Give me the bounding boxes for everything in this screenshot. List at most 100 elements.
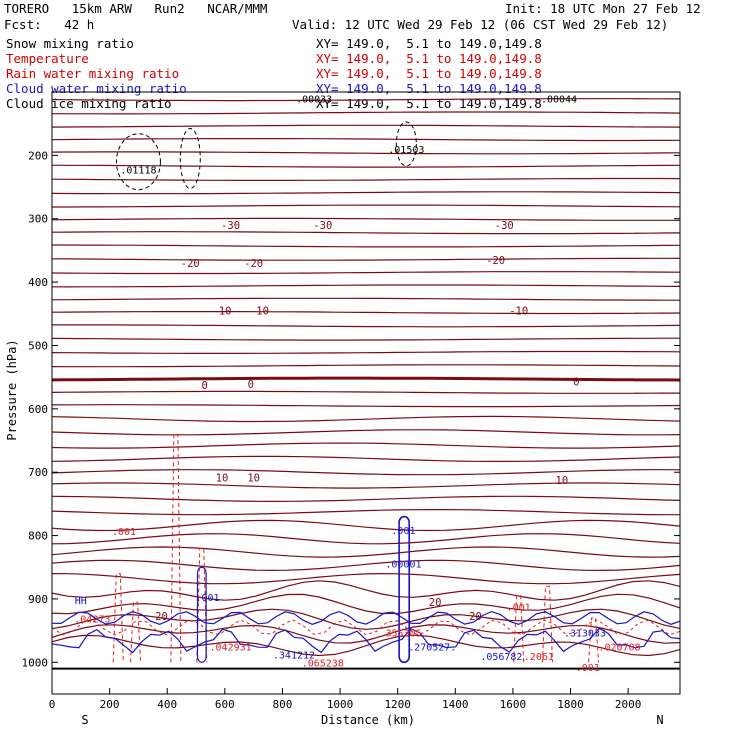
temperature-contour [51, 177, 681, 181]
maximum-label: .001 [507, 603, 531, 614]
temperature-label: -20 [486, 255, 505, 267]
legend-temperature: Temperature [6, 51, 89, 66]
temperature-contour [51, 495, 681, 503]
y-tick-label: 900 [28, 593, 48, 606]
maximum-label: .042931 [210, 642, 252, 653]
rain-contour [588, 617, 600, 663]
temperature-label: 0 [573, 377, 579, 389]
contour-labels: -30 -30 -30 -20 -20 -20 -10 -10 -10 0 0 0 10 10 10 20 20… [74, 94, 640, 673]
temperature-contour [51, 271, 681, 275]
temperature-label: -10 [250, 306, 269, 318]
x-tick-label: 600 [215, 698, 235, 711]
y-tick-label: 500 [28, 339, 48, 352]
maximum-label: .04273 [74, 615, 110, 626]
temperature-contour [51, 509, 680, 516]
snow-contour [115, 133, 161, 191]
temperature-label: 10 [556, 475, 569, 487]
temperature-contour [51, 350, 681, 354]
temperature-contour [51, 469, 681, 476]
temperature-contour [51, 559, 681, 572]
temperature-label: -20 [244, 258, 263, 270]
temperature-label: -10 [212, 306, 231, 318]
chart-axes: 0 200 400 600 800 1000 1200 1400 1600 1800 2000200… [22, 91, 681, 711]
temperature-contour [51, 429, 681, 436]
temperature-label: 10 [216, 472, 229, 484]
temperature-contours [51, 98, 681, 657]
temperature-label: 20 [429, 597, 442, 609]
y-axis-label: Pressure (hPa) [5, 339, 19, 440]
temperature-label: -30 [495, 220, 514, 232]
cloud-water-tower [196, 566, 207, 663]
x-tick-label: 2000 [615, 698, 642, 711]
temperature-contour [51, 376, 681, 382]
model-title: TORERO 15km ARW Run2 NCAR/MMM [4, 1, 268, 16]
valid-time: Valid: 12 UTC Wed 29 Feb 12 (06 CST Wed … [292, 17, 669, 32]
temperature-label: -30 [313, 220, 332, 232]
temperature-label: 10 [247, 472, 260, 484]
maximum-label: .2061 [524, 652, 554, 663]
temperature-label: 0 [248, 379, 254, 391]
maximum-label: .056782 [480, 652, 522, 663]
cloud-water-contour [51, 610, 681, 625]
temperature-contour [51, 164, 681, 168]
maximum-label: .065238 [302, 658, 344, 669]
temperature-label: -30 [221, 220, 240, 232]
y-tick-label: 300 [28, 213, 48, 226]
temperature-contour [51, 231, 681, 235]
temperature-contour [51, 297, 680, 301]
legend-temperature-xy: XY= 149.0, 5.1 to 149.0,149.8 [316, 51, 542, 66]
temperature-contour [51, 634, 681, 657]
x-tick-label: 800 [273, 698, 293, 711]
legend-snow-xy: XY= 149.0, 5.1 to 149.0,149.8 [316, 36, 542, 51]
temperature-label: 20 [469, 611, 482, 623]
temperature-label: -20 [181, 258, 200, 270]
cloud-ice-contour [395, 121, 417, 167]
y-tick-label: 800 [28, 530, 48, 543]
plot-frame [51, 91, 681, 695]
rain-contour [130, 601, 142, 663]
x-tick-label: 0 [49, 698, 56, 711]
north-label: N [656, 713, 663, 727]
temperature-contour [51, 519, 681, 532]
maximum-label: .00044 [541, 94, 577, 105]
maximum-label: .001 [112, 527, 136, 538]
maximum-label: .00033 [296, 94, 332, 105]
temperature-contour [52, 324, 681, 328]
x-tick-label: 400 [157, 698, 177, 711]
temperature-label: -10 [509, 306, 528, 318]
maximum-label: HH [75, 596, 87, 607]
temperature-contour [51, 572, 681, 585]
temperature-contour [51, 257, 681, 261]
rain-contour [170, 433, 182, 663]
temperature-contour [51, 404, 681, 408]
y-tick-label: 700 [28, 466, 48, 479]
x-axis-label: Distance (km) [321, 713, 415, 727]
temperature-contour [51, 546, 681, 558]
maximum-label: .313033 [564, 629, 606, 640]
cloud-water-tower [398, 515, 411, 664]
x-tick-label: 1800 [557, 698, 584, 711]
maximum-label: .00001 [385, 559, 421, 570]
rain-contour [112, 573, 124, 663]
maximum-label: .01503 [388, 145, 424, 156]
temperature-contour [51, 284, 681, 288]
temperature-contour [51, 415, 681, 423]
maximum-label: .341212 [273, 651, 315, 662]
maximum-label: .020708 [598, 642, 640, 653]
maximum-label: .270527. [408, 642, 456, 653]
temperature-label: 0 [202, 380, 208, 392]
temperature-contour [51, 455, 681, 462]
hydrometeor-contours [51, 121, 681, 664]
temperature-contour [51, 124, 681, 128]
south-label: S [81, 713, 88, 727]
forecast-hour: Fcst: 42 h [4, 17, 95, 32]
temperature-contour [52, 204, 681, 208]
temperature-contour [51, 482, 681, 489]
init-time: Init: 18 UTC Mon 27 Feb 12 [505, 1, 701, 16]
y-tick-label: 400 [28, 276, 48, 289]
temperature-contour [51, 337, 680, 341]
x-tick-label: 200 [100, 698, 120, 711]
temperature-contour [51, 191, 681, 195]
y-tick-label: 1000 [22, 656, 49, 669]
